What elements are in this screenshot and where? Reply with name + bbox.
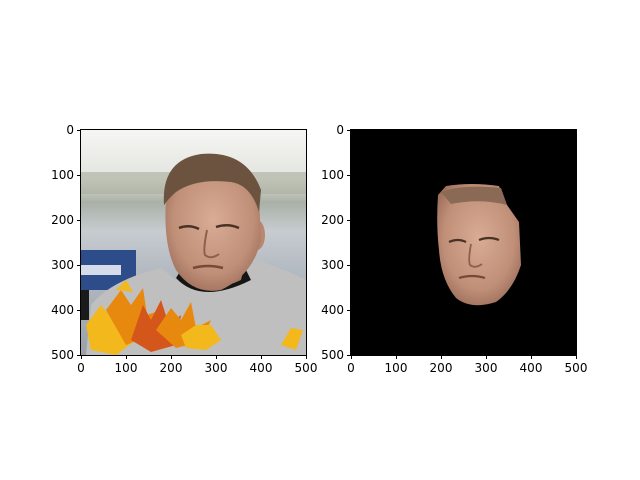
mask-nose [468, 243, 483, 268]
y-tick-label: 400 [51, 303, 74, 317]
y-tick-mark [77, 264, 81, 266]
left-eye [178, 225, 200, 231]
left-image-panel [81, 130, 306, 355]
face-mask-image [351, 130, 576, 355]
x-tick-mark [530, 355, 532, 359]
x-tick-label: 300 [204, 361, 228, 375]
y-tick-label: 500 [51, 348, 74, 362]
x-tick-mark [440, 355, 442, 359]
x-tick-mark [305, 355, 307, 359]
y-tick-mark [347, 309, 351, 311]
right-eye [215, 224, 240, 230]
mouth [192, 264, 224, 270]
x-tick-label: 400 [249, 361, 273, 375]
x-tick-mark [80, 355, 82, 359]
y-tick-mark [77, 219, 81, 221]
hair [163, 153, 261, 212]
x-tick-mark [395, 355, 397, 359]
y-tick-mark [77, 174, 81, 176]
nose [203, 229, 220, 259]
x-tick-label: 100 [114, 361, 138, 375]
y-tick-label: 0 [336, 123, 344, 137]
x-tick-label: 0 [347, 361, 355, 375]
x-tick-label: 500 [564, 361, 588, 375]
y-tick-label: 200 [321, 213, 344, 227]
y-tick-mark [77, 129, 81, 131]
mask-mouth [458, 274, 486, 280]
dark-post [81, 290, 89, 320]
x-tick-mark [125, 355, 127, 359]
x-tick-mark [170, 355, 172, 359]
forehead-hairline [441, 186, 507, 205]
y-tick-label: 100 [321, 168, 344, 182]
y-tick-label: 0 [66, 123, 74, 137]
face [165, 162, 261, 291]
y-tick-label: 300 [321, 258, 344, 272]
y-tick-mark [77, 354, 81, 356]
x-tick-label: 200 [159, 361, 183, 375]
x-tick-mark [485, 355, 487, 359]
y-tick-label: 300 [51, 258, 74, 272]
right-image-panel [351, 130, 576, 355]
mask-right-eye [478, 236, 500, 242]
y-tick-label: 100 [51, 168, 74, 182]
segmented-face [437, 184, 521, 306]
y-tick-mark [77, 309, 81, 311]
y-tick-mark [347, 219, 351, 221]
x-tick-label: 100 [384, 361, 408, 375]
y-tick-label: 400 [321, 303, 344, 317]
y-tick-mark [347, 129, 351, 131]
x-tick-mark [260, 355, 262, 359]
x-tick-label: 0 [77, 361, 85, 375]
x-tick-label: 300 [474, 361, 498, 375]
sign-stripe [81, 265, 121, 275]
x-tick-mark [575, 355, 577, 359]
autumn-leaves [86, 280, 303, 355]
x-tick-label: 400 [519, 361, 543, 375]
x-tick-label: 500 [294, 361, 318, 375]
x-tick-mark [350, 355, 352, 359]
x-tick-mark [215, 355, 217, 359]
y-tick-mark [347, 354, 351, 356]
portrait-photo [81, 130, 306, 355]
y-tick-label: 200 [51, 213, 74, 227]
y-tick-label: 500 [321, 348, 344, 362]
y-tick-mark [347, 264, 351, 266]
mask-left-eye [448, 238, 467, 244]
x-tick-label: 200 [429, 361, 453, 375]
y-tick-mark [347, 174, 351, 176]
